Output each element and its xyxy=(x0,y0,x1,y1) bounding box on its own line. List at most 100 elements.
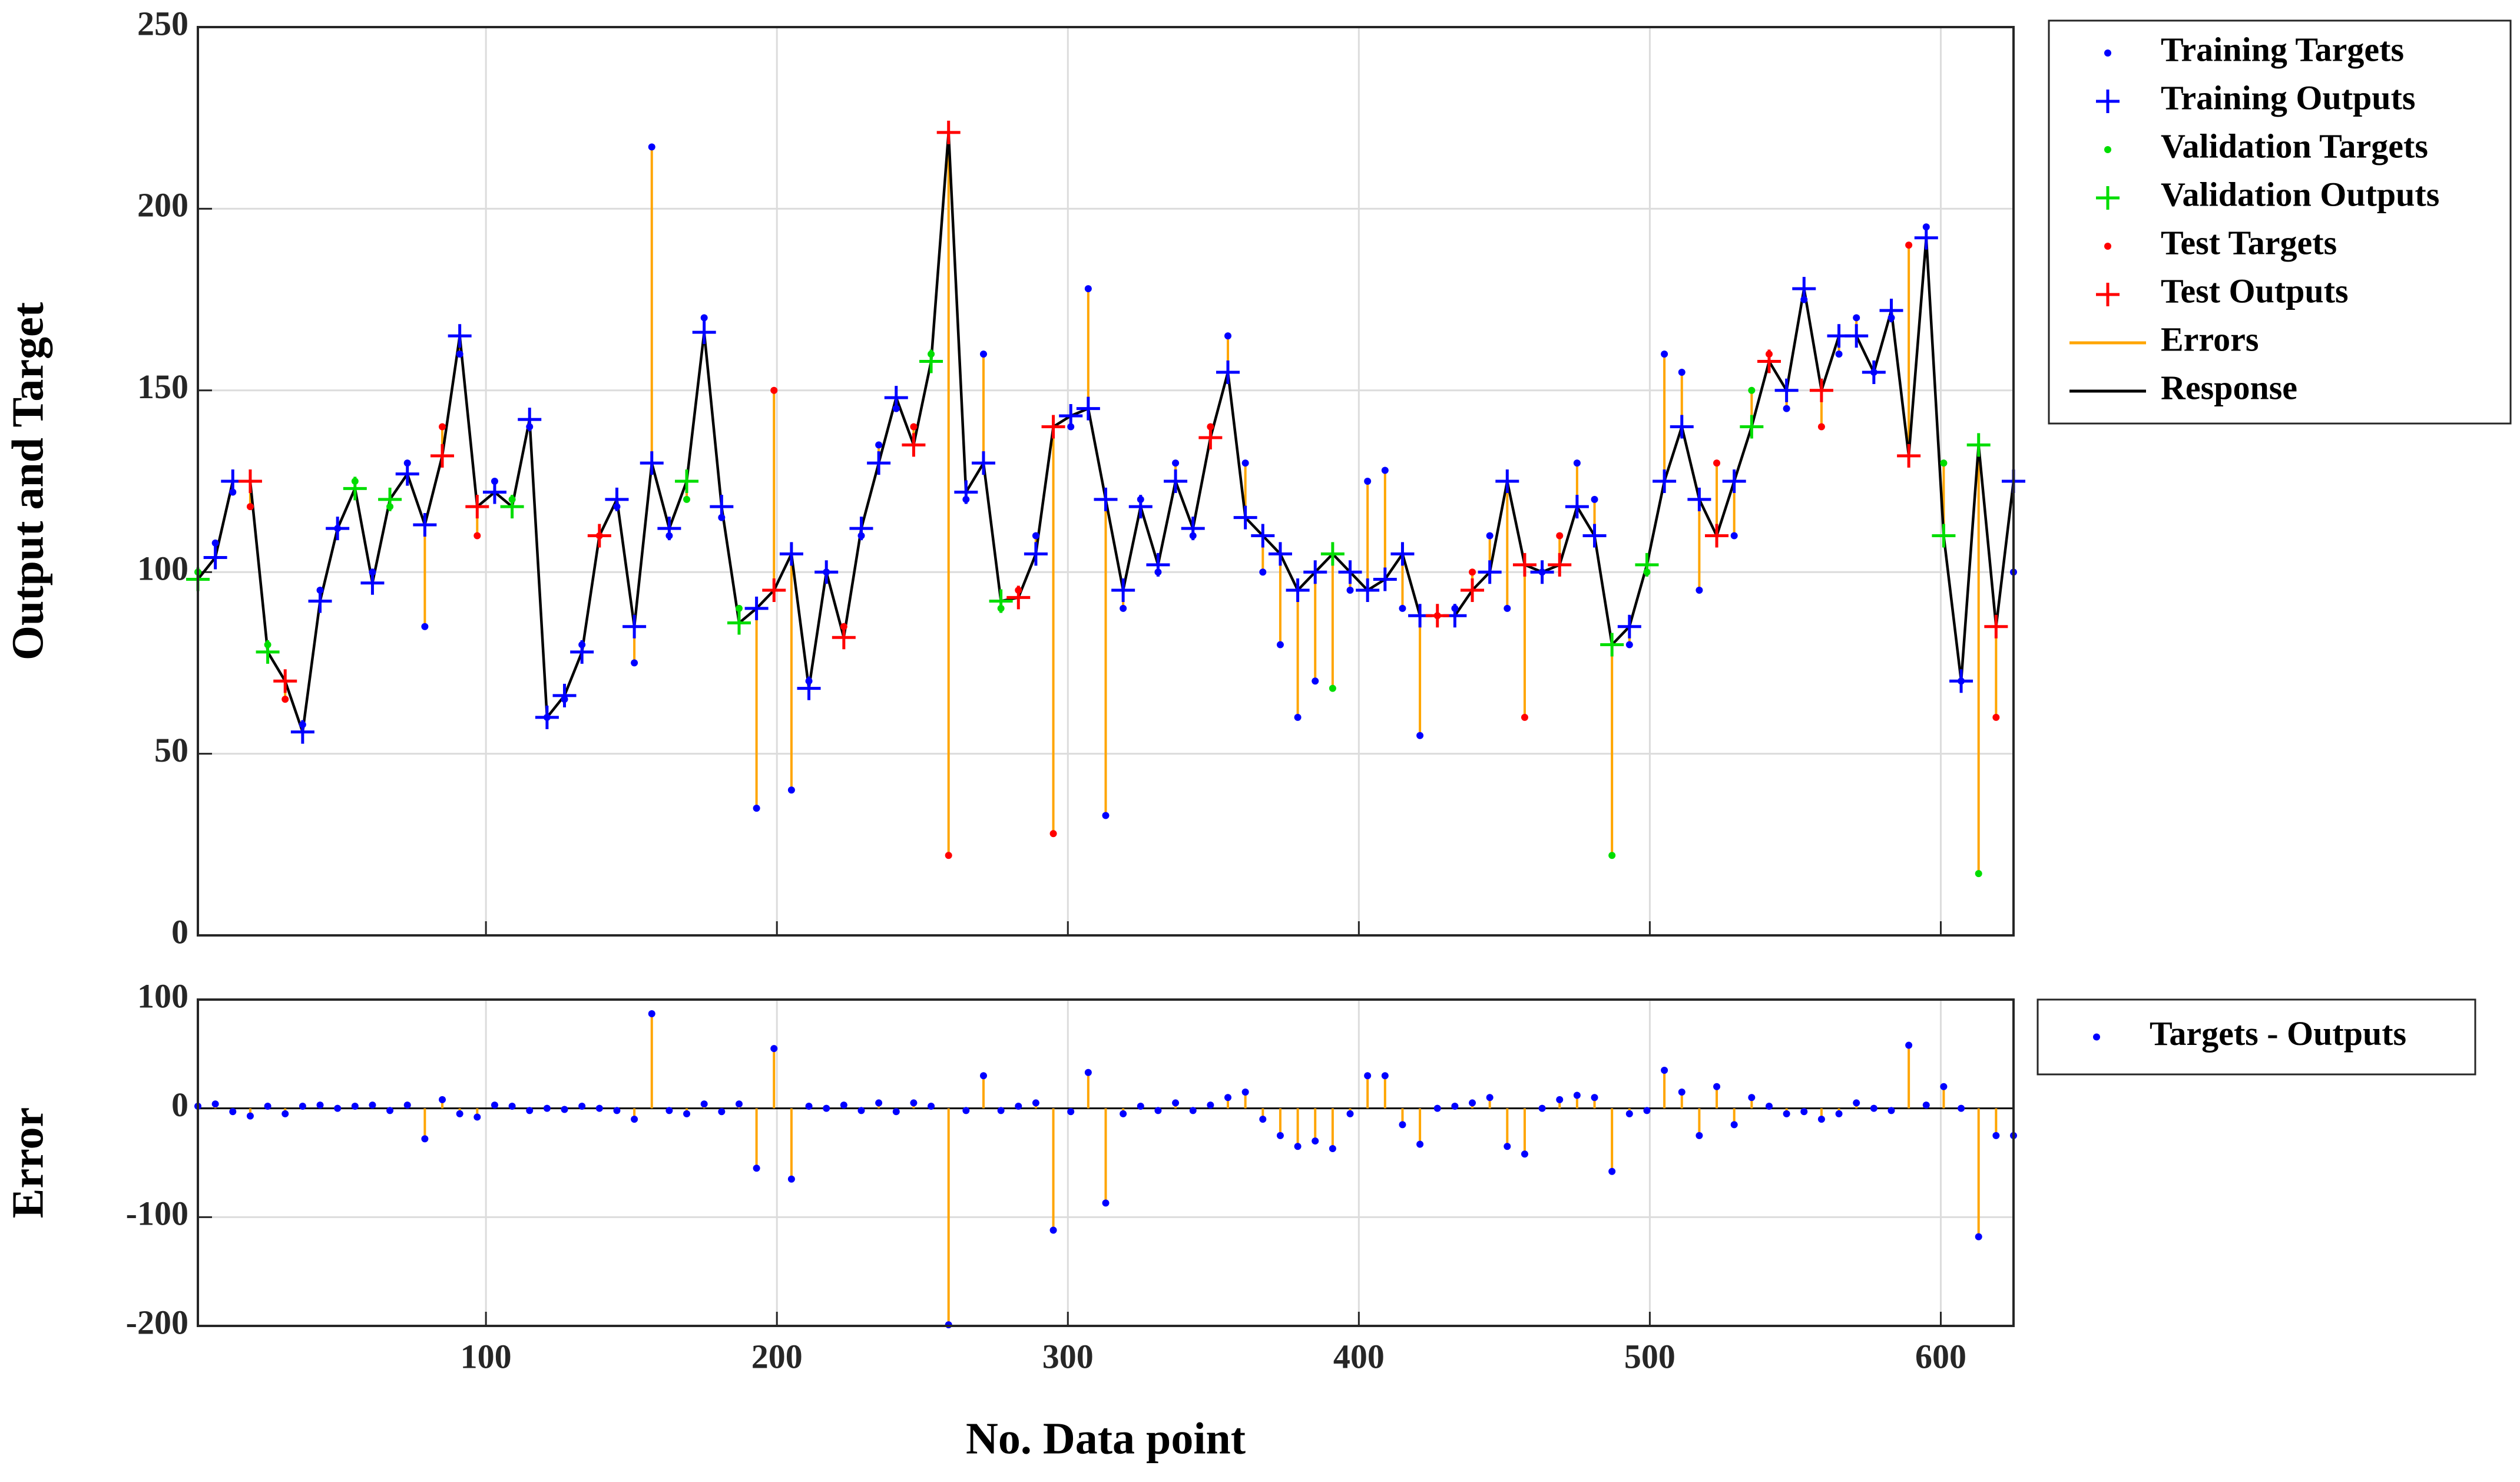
target-dot xyxy=(473,532,481,540)
output-marker xyxy=(1373,567,1397,591)
error-dot xyxy=(543,1104,551,1112)
target-dot xyxy=(1730,532,1738,540)
target-dot xyxy=(1853,314,1860,322)
target-dot xyxy=(1346,587,1354,594)
output-marker xyxy=(657,517,681,541)
error-dot xyxy=(595,1104,603,1112)
target-dot xyxy=(1608,852,1616,859)
x-tick-label: 500 xyxy=(1624,1337,1675,1375)
error-dot xyxy=(1661,1067,1668,1074)
target-dot xyxy=(1748,386,1756,394)
output-marker xyxy=(1774,378,1799,402)
target-dot xyxy=(1120,604,1127,612)
legend-marker xyxy=(2104,146,2111,153)
error-dot xyxy=(508,1102,516,1110)
output-marker xyxy=(1792,277,1816,301)
legend-label: Errors xyxy=(2161,320,2259,358)
error-dot xyxy=(264,1102,271,1110)
target-dot xyxy=(1975,870,1982,878)
error-dot xyxy=(1591,1094,1598,1101)
output-marker xyxy=(1041,415,1065,439)
output-marker xyxy=(1303,560,1327,584)
output-marker xyxy=(762,578,786,603)
y-tick-label: 0 xyxy=(171,1086,188,1124)
output-marker xyxy=(1548,553,1572,577)
error-dot xyxy=(1241,1088,1249,1096)
output-marker xyxy=(1338,560,1362,584)
output-marker xyxy=(1845,324,1869,348)
output-marker xyxy=(238,469,262,493)
output-marker xyxy=(308,589,332,613)
error-dot xyxy=(1433,1104,1441,1112)
output-marker xyxy=(1914,226,1938,250)
target-dot xyxy=(1312,677,1319,685)
output-marker xyxy=(954,480,978,504)
output-marker xyxy=(797,676,821,700)
error-dot xyxy=(578,1102,586,1110)
error-dot xyxy=(735,1100,743,1108)
error-dot xyxy=(979,1072,987,1080)
error-dot xyxy=(282,1110,289,1117)
target-dot xyxy=(246,503,254,511)
target-dot xyxy=(787,786,795,794)
output-marker xyxy=(814,560,839,584)
error-dot xyxy=(997,1107,1005,1114)
legend-marker xyxy=(2104,243,2111,250)
error-dot xyxy=(1294,1143,1302,1150)
output-marker xyxy=(482,480,506,504)
output-marker xyxy=(518,408,542,432)
error-dot xyxy=(1521,1150,1528,1158)
error-dot xyxy=(1224,1094,1232,1101)
output-marker xyxy=(675,469,699,493)
error-dot xyxy=(369,1101,376,1109)
output-marker xyxy=(622,614,647,639)
output-marker xyxy=(1879,299,1903,323)
error-dot xyxy=(1102,1199,1110,1207)
output-marker xyxy=(360,571,385,595)
error-dot xyxy=(857,1107,865,1114)
output-marker xyxy=(640,451,664,475)
output-marker xyxy=(1740,415,1764,439)
error-dot xyxy=(1922,1101,1930,1109)
error-dot xyxy=(770,1045,778,1053)
output-marker xyxy=(1233,505,1257,530)
output-marker xyxy=(273,669,297,693)
error-dot xyxy=(1853,1099,1860,1107)
error-dot xyxy=(962,1107,970,1114)
error-dot xyxy=(1625,1110,1633,1117)
error-dot xyxy=(439,1096,446,1103)
target-dot xyxy=(945,852,952,859)
output-marker xyxy=(1425,604,1449,628)
target-dot xyxy=(421,623,429,630)
error-dot xyxy=(386,1107,394,1114)
target-dot xyxy=(1049,830,1057,838)
output-marker xyxy=(1216,360,1240,384)
output-marker xyxy=(1862,360,1886,384)
error-dot xyxy=(473,1113,481,1121)
target-dot xyxy=(1469,568,1476,576)
legend-marker xyxy=(2096,283,2120,306)
output-marker xyxy=(1932,524,1956,548)
error-dot xyxy=(648,1010,655,1018)
x-axis-label: No. Data point xyxy=(966,1414,1246,1463)
output-marker xyxy=(570,640,594,664)
target-dot xyxy=(1905,242,1913,249)
error-dot xyxy=(456,1110,463,1117)
output-marker xyxy=(971,451,995,475)
error-dot xyxy=(1451,1102,1459,1110)
output-marker xyxy=(256,640,280,664)
x-tick-label: 300 xyxy=(1042,1337,1094,1375)
error-dot xyxy=(1573,1091,1581,1099)
target-dot xyxy=(456,350,463,358)
output-marker xyxy=(431,444,455,468)
target-dot xyxy=(1416,732,1424,739)
output-marker xyxy=(1600,633,1624,657)
error-dot xyxy=(1416,1140,1424,1148)
legend-label: Test Outputs xyxy=(2161,272,2349,310)
output-marker xyxy=(1128,495,1153,519)
output-marker xyxy=(1198,425,1223,449)
output-marker xyxy=(1984,614,2008,639)
y-axis-label: Error xyxy=(3,1107,52,1219)
legend-box xyxy=(2036,998,2476,1076)
y-tick-label: 150 xyxy=(137,368,188,406)
